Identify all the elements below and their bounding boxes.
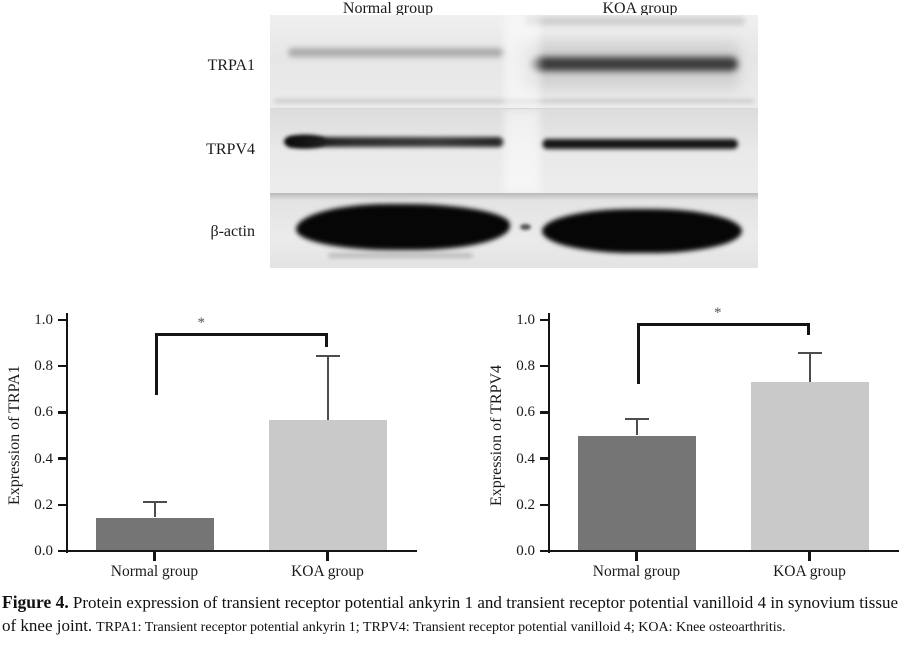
figure-caption-number: Figure 4. <box>2 592 69 612</box>
y-tick-label: 0.2 <box>34 496 53 513</box>
y-tick-mark <box>57 318 66 322</box>
error-bar-cap-normal-group <box>624 418 649 421</box>
western-blot-image <box>270 15 758 268</box>
y-tick-label: 1.0 <box>516 312 535 328</box>
significance-bracket-right-arm <box>806 323 810 335</box>
y-tick-label: 0.0 <box>34 543 53 559</box>
blot-lane-gap <box>504 15 540 108</box>
y-tick-mark <box>539 364 548 368</box>
y-tick-label: 0.8 <box>34 358 53 375</box>
error-bar-cap-koa-group <box>797 352 822 355</box>
bar-normal-group <box>95 517 214 550</box>
significance-bracket-left-arm <box>154 332 158 396</box>
chart-trpa1: Expression of TRPA1 0.0 0.2 0.4 0.6 0.8 1.0 No… <box>0 300 440 598</box>
blot-panel-bactin <box>270 193 758 268</box>
x-tick-mark <box>808 552 811 561</box>
blot-band-trpv4-koa <box>542 139 738 149</box>
error-bar-cap-koa-group <box>315 354 340 357</box>
blot-row-label-bactin: β-actin <box>210 223 255 240</box>
y-tick-mark <box>57 411 66 414</box>
error-bar-cap-normal-group <box>142 501 167 504</box>
plot-area: 0.0 0.2 0.4 0.6 0.8 1.0 Normal group KOA group * <box>516 305 899 580</box>
blot-smudge <box>328 253 473 258</box>
y-tick-label: 0.6 <box>34 404 53 421</box>
figure-caption-text: Protein expression of transient receptor… <box>2 593 898 635</box>
y-tick-label: 0.4 <box>516 450 535 467</box>
y-tick-label: 0.8 <box>516 358 535 375</box>
chart-trpv4: Expression of TRPV4 0.0 0.2 0.4 0.6 0.8 1.0 No… <box>482 300 900 598</box>
significance-asterisk: * <box>714 305 722 322</box>
x-category-label: KOA group <box>773 563 846 580</box>
blot-band-bactin-koa <box>542 209 742 253</box>
bar-koa-group <box>268 420 387 550</box>
figure-caption: Figure 4. Protein expression of transien… <box>2 591 898 639</box>
error-bar-normal-group <box>635 419 638 436</box>
significance-bracket-left-arm <box>636 323 640 384</box>
y-tick-mark <box>539 549 548 553</box>
y-axis-label: Expression of TRPV4 <box>488 364 505 507</box>
figure-caption-abbreviations: TRPA1: Transient receptor potential anky… <box>96 620 786 635</box>
y-tick-label: 1.0 <box>34 312 53 328</box>
y-axis-label: Expression of TRPA1 <box>6 365 23 506</box>
plot-area: 0.0 0.2 0.4 0.6 0.8 1.0 Normal group KOA group * <box>34 312 417 580</box>
y-tick-mark <box>57 549 66 553</box>
x-category-label: Normal group <box>592 563 681 580</box>
blot-column-header-koa: KOA group <box>602 0 678 17</box>
y-tick-mark <box>539 457 548 460</box>
error-bar-koa-group <box>326 355 329 421</box>
blot-panel-trpa1 <box>270 15 758 109</box>
significance-bracket <box>636 323 810 327</box>
y-tick-mark <box>539 411 548 414</box>
x-category-label: KOA group <box>291 563 364 580</box>
blot-row-label-trpv4: TRPV4 <box>206 141 255 158</box>
y-axis-line <box>65 313 68 553</box>
bar-normal-group <box>577 435 696 550</box>
error-bar-koa-group <box>808 353 811 383</box>
significance-bracket <box>154 332 328 336</box>
x-tick-mark <box>153 552 156 561</box>
y-tick-mark <box>57 503 66 507</box>
y-tick-label: 0.2 <box>516 496 535 513</box>
blot-band-trpv4-normal <box>286 137 504 147</box>
blot-lane-gap <box>504 109 540 193</box>
x-tick-mark <box>326 552 329 561</box>
y-tick-mark <box>57 364 66 368</box>
y-tick-label: 0.4 <box>34 450 53 467</box>
y-tick-label: 0.0 <box>516 543 535 559</box>
significance-bracket-right-arm <box>324 332 328 347</box>
blot-column-header-normal: Normal group <box>342 0 434 17</box>
y-tick-mark <box>57 457 66 460</box>
blot-band-trpa1-normal <box>288 48 504 57</box>
x-category-label: Normal group <box>110 563 199 580</box>
blot-band-bactin-normal <box>296 204 510 250</box>
x-axis-line <box>65 549 417 552</box>
y-axis-line <box>547 313 550 553</box>
y-tick-mark <box>539 503 548 507</box>
x-tick-mark <box>635 552 638 561</box>
y-tick-mark <box>539 318 548 322</box>
blot-band-trpa1-koa <box>532 57 738 71</box>
bar-koa-group <box>750 382 869 550</box>
blot-row-label-trpa1: TRPA1 <box>207 57 255 74</box>
blot-speck <box>520 224 531 230</box>
significance-asterisk: * <box>197 314 205 331</box>
blot-panel-trpv4 <box>270 109 758 193</box>
y-tick-label: 0.6 <box>516 404 535 421</box>
x-axis-line <box>547 549 899 552</box>
blot-smudge <box>525 17 745 25</box>
error-bar-normal-group <box>153 502 156 518</box>
